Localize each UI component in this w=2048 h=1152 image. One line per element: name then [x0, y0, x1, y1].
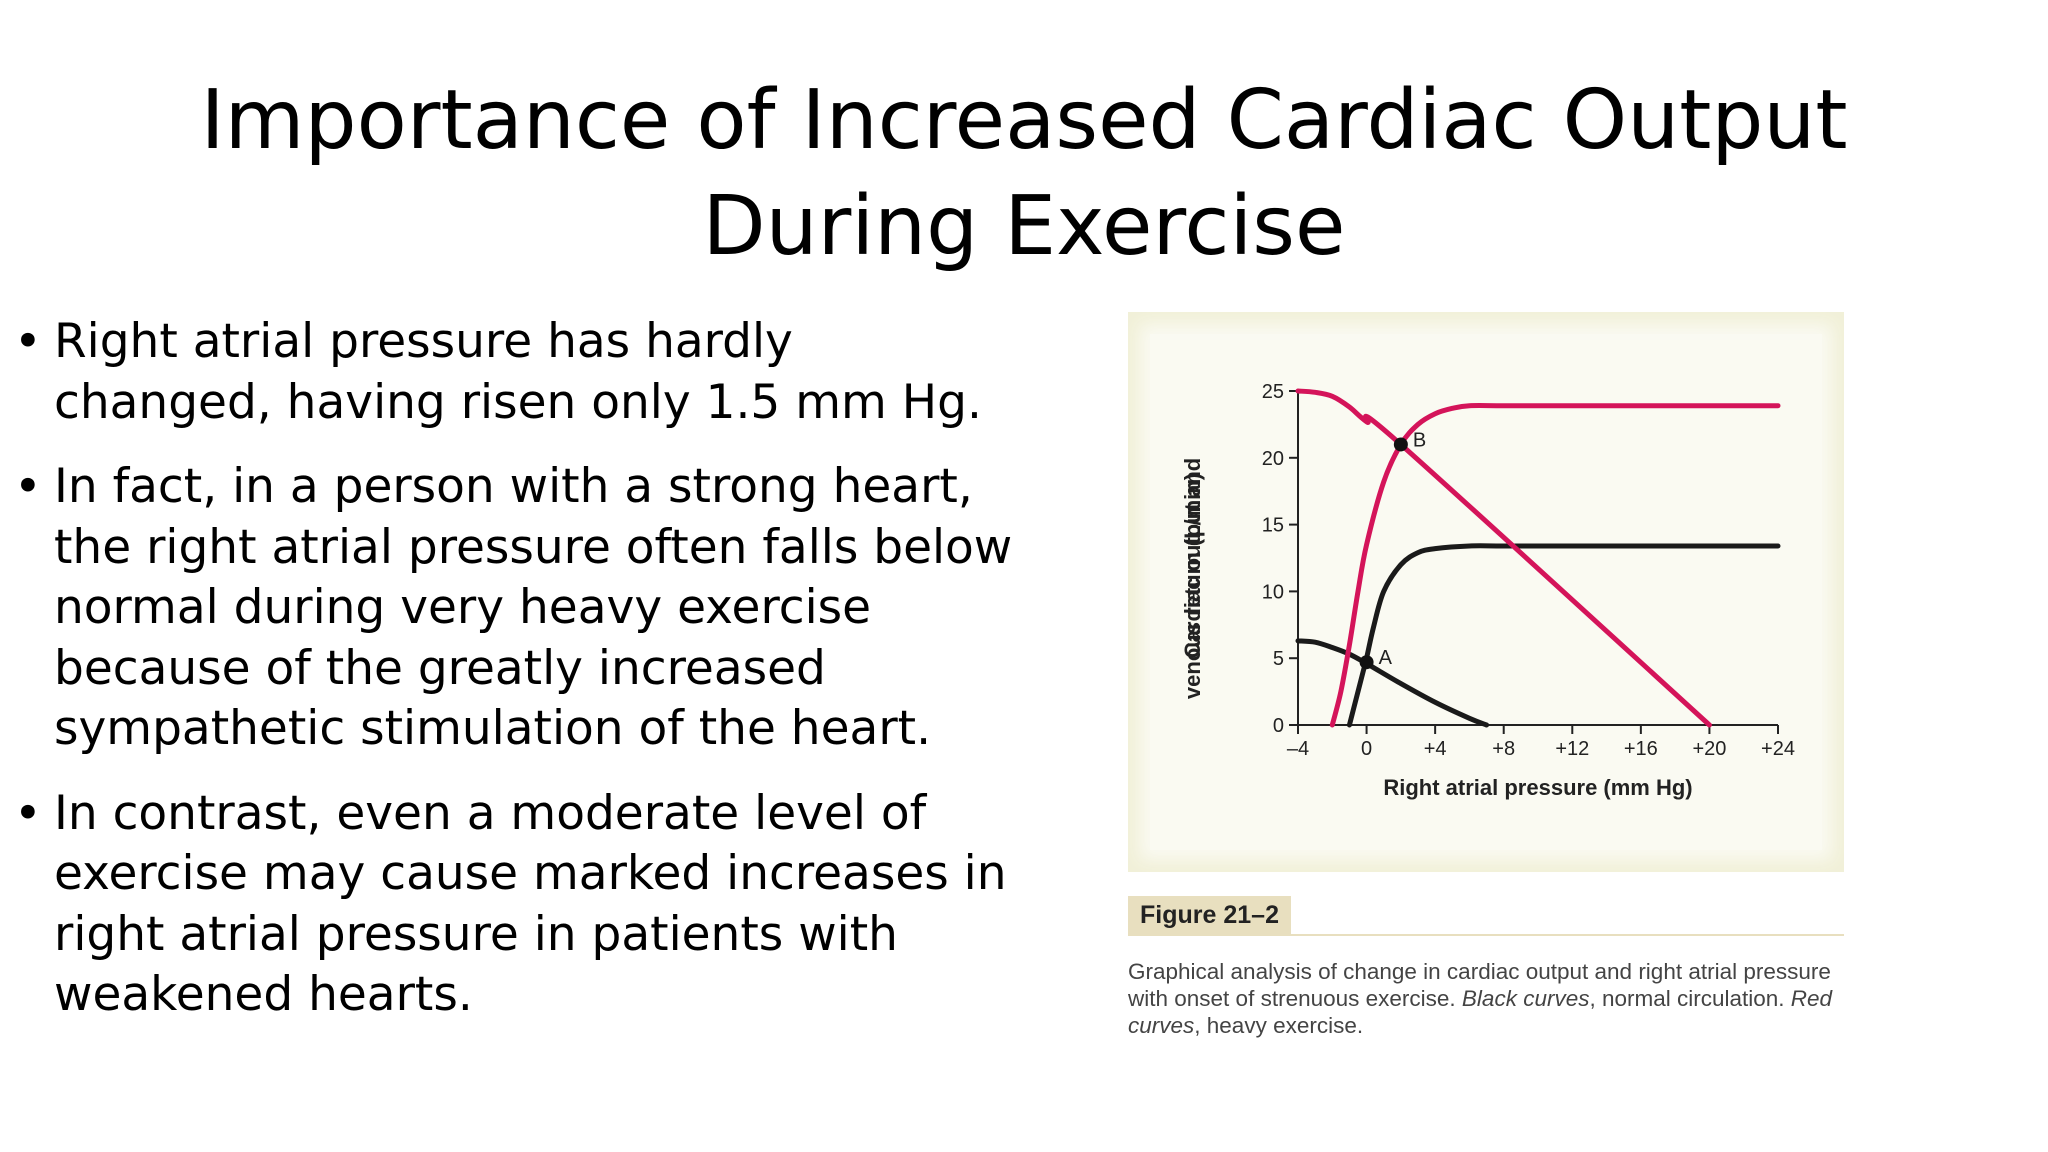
equilibrium-point-b [1393, 437, 1408, 452]
bullet-marker: • [14, 785, 42, 841]
y-tick-label: 0 [1273, 715, 1284, 737]
x-tick-label: +8 [1492, 738, 1515, 760]
figure-caption: Graphical analysis of change in cardiac … [1128, 958, 1844, 1039]
x-tick-label: +4 [1424, 738, 1447, 760]
x-tick-label: +12 [1555, 738, 1589, 760]
figure-label: Figure 21–2 [1128, 896, 1291, 934]
bullet-list: • Right atrial pressure has hardly change… [10, 312, 1020, 1050]
caption-text: Graphical analysis of change in cardiac … [1128, 959, 1831, 1011]
y-tick-label: 20 [1262, 448, 1284, 470]
x-tick-label: +16 [1624, 738, 1658, 760]
normal-venous-return-curve [1295, 638, 1490, 728]
equilibrium-point-a [1359, 655, 1374, 670]
bullet-text: In fact, in a person with a strong heart… [54, 459, 1013, 756]
point-label-a: A [1379, 647, 1393, 669]
figure-label-rule [1128, 934, 1844, 936]
bullet-item: • In fact, in a person with a strong hear… [10, 457, 1020, 760]
exercise-venous-return-curve [1295, 388, 1712, 728]
y-axis-label-line-2: venous return (L/min) [1180, 473, 1205, 699]
y-tick-label: 5 [1273, 648, 1284, 670]
y-tick-label: 15 [1262, 515, 1284, 537]
bullet-marker: • [14, 459, 42, 514]
bullet-text: In contrast, even a moderate level of ex… [54, 785, 1007, 1023]
slide-title: Importance of Increased Cardiac Output D… [0, 68, 2048, 280]
x-tick-label: +24 [1761, 738, 1795, 760]
x-tick-label: 0 [1361, 738, 1372, 760]
y-tick-label: 10 [1262, 581, 1284, 603]
title-line-1: Importance of Increased Cardiac Output [200, 73, 1848, 168]
figure-frame: –4 0 +4 +8 +12 +16 +20 +24 0 5 10 15 20 25 Right atria… [1128, 312, 1844, 872]
title-line-2: During Exercise [702, 179, 1346, 274]
x-tick-label: +20 [1692, 738, 1726, 760]
bullet-item: • Right atrial pressure has hardly change… [10, 312, 1020, 433]
bullet-item: • In contrast, even a moderate level of e… [10, 784, 1020, 1026]
y-tick-label: 25 [1262, 381, 1284, 403]
point-label-b: B [1413, 429, 1426, 451]
exercise-cardiac-output-curve [1329, 403, 1781, 728]
x-tick-label: –4 [1287, 738, 1309, 760]
caption-red-curves: Red curves [1128, 986, 1833, 1038]
caption-black-curves: Black curves [1461, 986, 1590, 1011]
bullet-text: Right atrial pressure has hardly changed… [54, 314, 982, 430]
caption-text: , normal circulation. [1589, 986, 1791, 1011]
x-axis-label: Right atrial pressure (mm Hg) [1383, 775, 1692, 800]
bullet-marker: • [14, 314, 42, 369]
figure-panel [1150, 334, 1822, 850]
caption-text: , heavy exercise. [1194, 1013, 1364, 1038]
normal-cardiac-output-curve [1346, 543, 1781, 728]
y-axis-label-line-1: Cardiac output and [1180, 458, 1205, 658]
